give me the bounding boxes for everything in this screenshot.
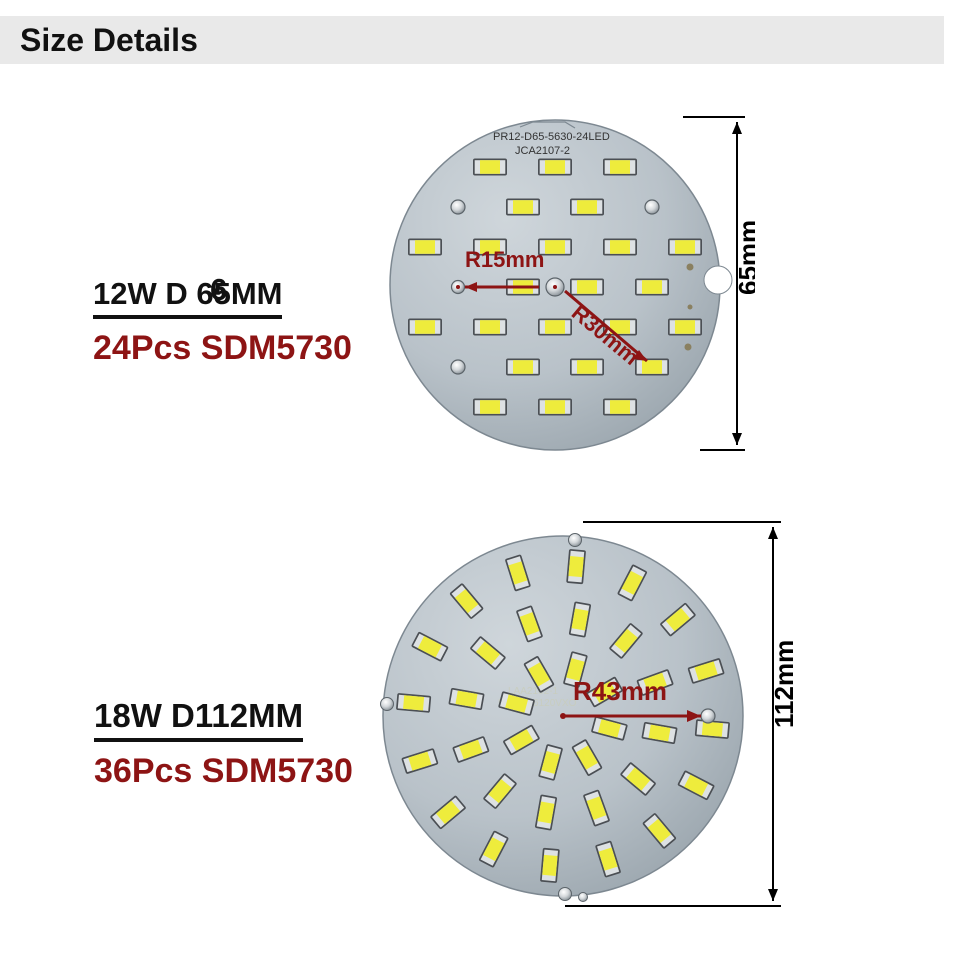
svg-text:R15mm: R15mm [465,247,544,272]
svg-text:PR12-D65-5630-24LED: PR12-D65-5630-24LED [493,131,610,143]
svg-text:JCA2107-2: JCA2107-2 [515,145,570,157]
svg-text:R43mm: R43mm [573,676,667,706]
svg-text:112mm: 112mm [769,640,799,728]
svg-text:65mm: 65mm [733,220,755,295]
